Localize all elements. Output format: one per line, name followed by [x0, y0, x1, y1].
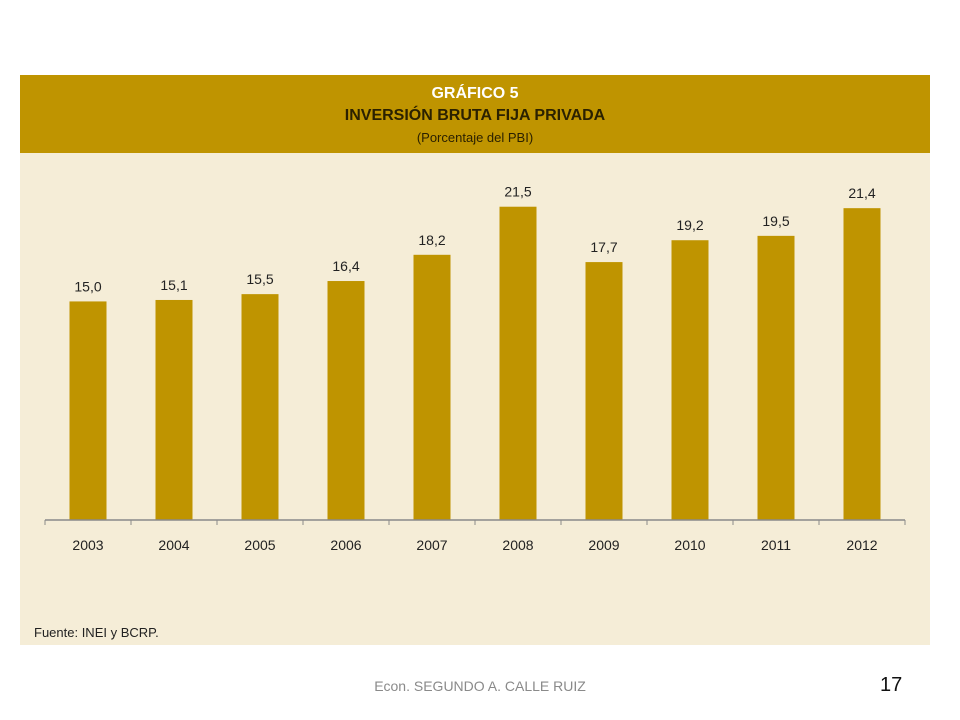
tick-label-2004: 2004 [158, 537, 189, 553]
bar-2005 [241, 294, 279, 520]
tick-label-2005: 2005 [244, 537, 275, 553]
tick-label-2007: 2007 [416, 537, 447, 553]
bar-2003 [69, 301, 107, 520]
data-label-2012: 21,4 [848, 185, 875, 201]
bar-2011 [757, 235, 795, 520]
page-number: 17 [880, 674, 903, 696]
bar-2007 [413, 254, 451, 521]
data-label-2006: 16,4 [332, 258, 359, 274]
data-label-2003: 15,0 [74, 278, 101, 294]
bar-2004 [155, 299, 193, 520]
chart-subtitle: (Porcentaje del PBI) [416, 130, 534, 145]
bar-chart: 15,0 2003 15,1 2004 15,5 2005 16,4 2006 18,2 2007… [44, 184, 906, 553]
data-label-2010: 19,2 [676, 217, 703, 233]
tick-label-2008: 2008 [502, 537, 533, 553]
data-label-2011: 19,5 [762, 213, 789, 229]
data-label-2004: 15,1 [160, 277, 187, 293]
tick-label-2010: 2010 [674, 537, 705, 553]
tick-label-2009: 2009 [588, 537, 619, 553]
data-label-2005: 15,5 [246, 271, 273, 287]
bar-2008 [499, 206, 537, 520]
data-label-2008: 21,5 [504, 184, 531, 200]
chart-figure: GRÁFICO 5 INVERSIÓN BRUTA FIJA PRIVADA (… [20, 75, 930, 645]
chart-title: INVERSIÓN BRUTA FIJA PRIVADA [344, 107, 606, 124]
bar-2009 [585, 262, 623, 520]
source-note: Fuente: INEI y BCRP. [34, 625, 159, 640]
tick-label-2012: 2012 [846, 537, 877, 553]
tick-label-2011: 2011 [761, 537, 791, 553]
bar-2010 [671, 240, 709, 520]
figure-label: GRÁFICO 5 [431, 85, 519, 102]
tick-label-2006: 2006 [330, 537, 361, 553]
chart-header: GRÁFICO 5 INVERSIÓN BRUTA FIJA PRIVADA (… [20, 75, 930, 153]
data-label-2007: 18,2 [418, 232, 445, 248]
data-label-2009: 17,7 [590, 239, 617, 255]
bar-2012 [843, 208, 881, 520]
tick-label-2003: 2003 [72, 537, 103, 553]
bar-2006 [327, 281, 365, 520]
footer-author: Econ. SEGUNDO A. CALLE RUIZ [374, 678, 586, 694]
